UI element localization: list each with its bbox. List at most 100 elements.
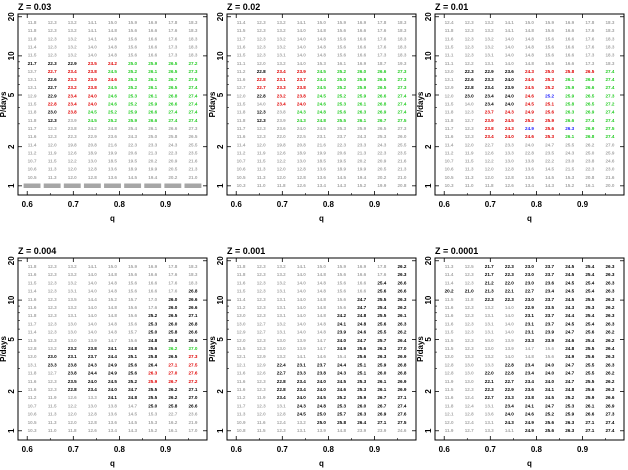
cell-value: 23.9: [297, 69, 306, 74]
cell-value: 12.9: [257, 354, 266, 359]
cell-value: 24.5: [108, 69, 117, 74]
cell-value: 13.1: [485, 420, 494, 425]
cell-value: 21.6: [397, 159, 406, 164]
cell-value: 23.6: [545, 280, 554, 285]
cell-value: 13.1: [68, 313, 77, 318]
cell-value: 24.7: [565, 371, 574, 376]
cell-value: 26.3: [605, 264, 614, 269]
cell-value: 25.6: [357, 354, 366, 359]
cell-value: 11.6: [28, 379, 37, 384]
cell-value: 26.6: [377, 93, 386, 98]
cell-value: 16.6: [148, 36, 157, 41]
cell-value: 25.8: [148, 354, 157, 359]
cell-value: 27.6: [188, 371, 197, 376]
cell-value: 26.8: [585, 77, 594, 82]
cell-value: 23.5: [188, 150, 197, 155]
cell-value: 24.1: [545, 387, 554, 392]
cell-value: 12.8: [505, 167, 514, 172]
cell-value: 27.3: [605, 93, 614, 98]
cell-value: 23.2: [68, 346, 77, 351]
cell-value: 11.6: [445, 134, 454, 139]
cell-value: 12.3: [465, 346, 474, 351]
cell-value: 15.2: [108, 297, 117, 302]
cell-value: 26.6: [148, 110, 157, 115]
panel-frame: [226, 13, 417, 196]
cell-value: 14.8: [108, 28, 117, 33]
cell-value: 11.5: [28, 338, 37, 343]
cell-value: 15.6: [337, 280, 346, 285]
cell-value: 21.7: [485, 272, 494, 277]
cell-value: 26.3: [148, 371, 157, 376]
cell-value: 16.6: [357, 289, 366, 294]
cell-value: 24.8: [148, 338, 157, 343]
y-tick-label: 20: [7, 12, 16, 21]
cell-value: 26.3: [565, 126, 574, 131]
x-axis-label: q: [110, 214, 115, 223]
cell-value: 23.0: [605, 167, 614, 172]
cell-value: 24.6: [565, 338, 574, 343]
cell-value: 14.1: [297, 264, 306, 269]
cell-value: 13.2: [277, 20, 286, 25]
cell-value: 17.0: [148, 297, 157, 302]
cell-value: 26.9: [377, 412, 386, 417]
cell-value: 11.5: [257, 428, 266, 433]
cell-value: 21.3: [148, 150, 157, 155]
cell-value: 14.1: [297, 354, 306, 359]
cell-value: 23.9: [68, 118, 77, 123]
cell-value: 18.3: [605, 53, 614, 58]
cell-value: 14.8: [317, 280, 326, 285]
cell-value: 12.6: [257, 371, 266, 376]
y-tick-label: 1: [7, 428, 16, 433]
cell-value: 24.1: [525, 403, 534, 408]
cell-value: 23.1: [297, 362, 306, 367]
panel-3: Z = 0.01 0.6 0.7 0.8 0.9 1 2 5 10 20 q P/days 12.4 12…: [416, 2, 625, 223]
panel-title: Z = 0.02: [227, 2, 260, 12]
cell-value: 12.8: [88, 420, 97, 425]
cell-blank: [144, 183, 162, 188]
cell-value: 25.5: [585, 362, 594, 367]
cell-value: 11.3: [465, 167, 474, 172]
cell-value: 12.2: [277, 159, 286, 164]
cell-value: 14.8: [108, 36, 117, 41]
cell-value: 24.4: [108, 354, 117, 359]
cell-value: 24.9: [565, 354, 574, 359]
y-tick-label: 2: [7, 389, 16, 394]
cell-value: 16.6: [565, 53, 574, 58]
cell-value: 26.6: [585, 85, 594, 90]
y-tick-label: 10: [7, 51, 16, 60]
cell-value: 25.3: [357, 379, 366, 384]
cell-value: 13.6: [108, 167, 117, 172]
cell-value: 26.5: [377, 85, 386, 90]
cell-value: 18.9: [88, 150, 97, 155]
cell-value: 15.6: [545, 346, 554, 351]
cell-value: 27.4: [605, 134, 614, 139]
cell-value: 26.8: [397, 371, 406, 376]
cell-value: 14.0: [297, 297, 306, 302]
cell-value: 18.3: [605, 36, 614, 41]
cell-value: 26.7: [168, 77, 177, 82]
cell-value: 26.2: [605, 305, 614, 310]
cell-value: 13.1: [277, 297, 286, 302]
cell-value: 11.1: [445, 61, 454, 66]
cell-value: 25.2: [128, 69, 137, 74]
cell-value: 11.0: [48, 428, 57, 433]
cell-value: 13.1: [28, 362, 37, 367]
panel-6: Z = 0.0001 0.6 0.7 0.8 0.9 1 2 5 10 20 q P/days 11.3…: [416, 246, 625, 468]
cell-value: 16.6: [148, 44, 157, 49]
cell-value: 12.8: [505, 175, 514, 180]
cell-value: 14.8: [317, 313, 326, 318]
cell-value: 22.5: [297, 134, 306, 139]
cell-value: 25.8: [168, 403, 177, 408]
cell-value: 13.2: [68, 28, 77, 33]
cell-value: 11.3: [445, 264, 454, 269]
cell-value: 11.5: [445, 346, 454, 351]
cell-value: 26.4: [397, 338, 406, 343]
cell-value: 11.5: [28, 53, 37, 58]
cell-value: 14.8: [317, 289, 326, 294]
cell-value: 12.3: [48, 289, 57, 294]
cell-value: 24.9: [525, 420, 534, 425]
cell-value: 14.0: [297, 44, 306, 49]
cell-value: 24.3: [505, 420, 514, 425]
cell-value: 17.6: [377, 28, 386, 33]
x-axis-label: q: [319, 459, 324, 468]
